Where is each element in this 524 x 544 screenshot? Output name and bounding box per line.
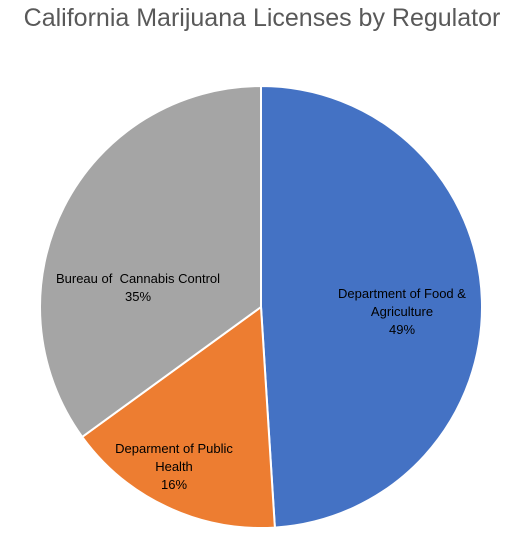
- slice-label-1: Department of Food & Agriculture 49%: [338, 286, 466, 337]
- slice-label-3: Bureau of Cannabis Control 35%: [56, 271, 220, 304]
- chart-title: California Marijuana Licenses by Regulat…: [23, 4, 501, 32]
- slice-label-2: Deparment of Public Health 16%: [115, 441, 233, 492]
- pie-slice-1: [260, 84, 484, 529]
- pie-slice-2: [80, 305, 276, 529]
- pie-slice-3: [39, 84, 262, 439]
